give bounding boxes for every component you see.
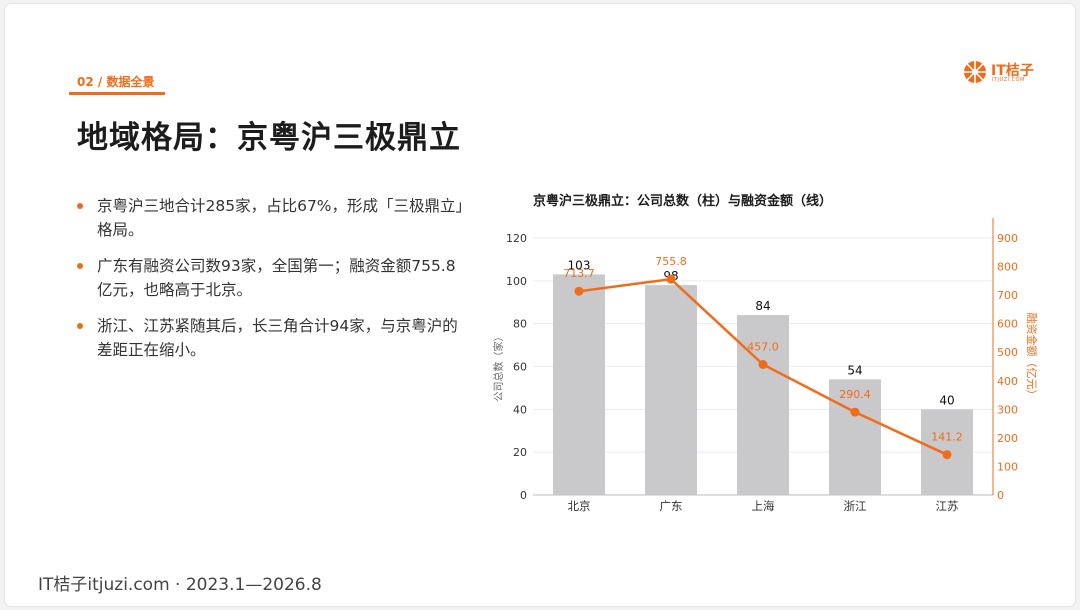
y2-axis-title: 融资金额（亿元） — [1025, 313, 1039, 401]
y2-tick-label: 800 — [997, 261, 1018, 274]
line-value-label: 457.0 — [747, 341, 779, 354]
footer-source: IT桔子itjuzi.com · 2023.1—2026.8 — [38, 575, 322, 595]
section-tag: 02 / 数据全景 — [77, 75, 155, 89]
x-tick-label: 江苏 — [936, 499, 959, 513]
x-tick-label: 北京 — [568, 499, 591, 513]
bar — [829, 379, 881, 495]
x-tick-label: 浙江 — [844, 499, 867, 513]
bullet-dot — [77, 203, 83, 209]
bar-value-label: 40 — [939, 393, 954, 407]
bullet-list: 京粤沪三地合计285家，占比67%，形成「三极鼎立」格局。 广东有融资公司数93… — [77, 194, 467, 374]
bullet-text: 京粤沪三地合计285家，占比67%，形成「三极鼎立」格局。 — [97, 197, 464, 239]
y-tick-label: 120 — [506, 232, 527, 245]
x-tick-label: 上海 — [752, 499, 775, 513]
bullet-dot — [77, 263, 83, 269]
page-title: 地域格局：京粤沪三极鼎立 — [77, 120, 461, 156]
logo-subtitle: ITJUZI.COM — [992, 77, 1025, 83]
y2-tick-label: 300 — [997, 403, 1018, 416]
y-tick-label: 100 — [506, 275, 527, 288]
bar-value-label: 84 — [755, 299, 770, 313]
logo: IT桔子 ITJUZI.COM — [963, 58, 1043, 86]
y-axis-title: 公司总数（家） — [492, 332, 505, 402]
y-tick-label: 20 — [513, 446, 527, 459]
chart-title: 京粤沪三极鼎立：公司总数（柱）与融资金额（线） — [533, 194, 833, 209]
bar — [737, 315, 789, 495]
y2-tick-label: 200 — [997, 432, 1018, 445]
y-tick-label: 0 — [520, 489, 527, 502]
bullet-item: 广东有融资公司数93家，全国第一；融资金额755.8亿元，也略高于北京。 — [77, 254, 467, 302]
line-value-label: 290.4 — [839, 388, 871, 401]
y2-tick-label: 900 — [997, 232, 1018, 245]
line-value-label: 141.2 — [931, 431, 963, 444]
bar — [553, 274, 605, 495]
orange-slice-icon — [964, 61, 986, 83]
y-tick-label: 40 — [513, 403, 527, 416]
y-tick-label: 60 — [513, 361, 527, 374]
line-value-label: 755.8 — [655, 255, 687, 268]
bar — [645, 285, 697, 495]
bullet-text: 广东有融资公司数93家，全国第一；融资金额755.8亿元，也略高于北京。 — [97, 257, 456, 299]
x-tick-label: 广东 — [660, 499, 683, 513]
bullet-text: 浙江、江苏紧随其后，长三角合计94家，与京粤沪的差距正在缩小。 — [97, 317, 458, 359]
y2-tick-label: 700 — [997, 289, 1018, 302]
y2-tick-label: 0 — [997, 489, 1004, 502]
bar-value-label: 103 — [568, 258, 591, 272]
y2-tick-label: 600 — [997, 318, 1018, 331]
logo-name: IT桔子 — [991, 63, 1034, 79]
section-underline — [69, 92, 165, 95]
line-point — [574, 286, 584, 296]
bar-value-label: 54 — [847, 363, 862, 377]
y-tick-label: 80 — [513, 318, 527, 331]
line-point — [758, 360, 768, 370]
y2-tick-label: 100 — [997, 460, 1018, 473]
bullet-item: 京粤沪三地合计285家，占比67%，形成「三极鼎立」格局。 — [77, 194, 467, 242]
line-point — [666, 274, 676, 284]
line-point — [942, 450, 952, 460]
bullet-item: 浙江、江苏紧随其后，长三角合计94家，与京粤沪的差距正在缩小。 — [77, 314, 467, 362]
line-point — [850, 407, 860, 417]
bullet-dot — [77, 323, 83, 329]
y2-tick-label: 400 — [997, 375, 1018, 388]
y2-tick-label: 500 — [997, 346, 1018, 359]
slide: 02 / 数据全景 地域格局：京粤沪三极鼎立 IT桔子 ITJUZI.COM 京… — [5, 4, 1075, 606]
line-value-label: 713.7 — [563, 267, 595, 280]
